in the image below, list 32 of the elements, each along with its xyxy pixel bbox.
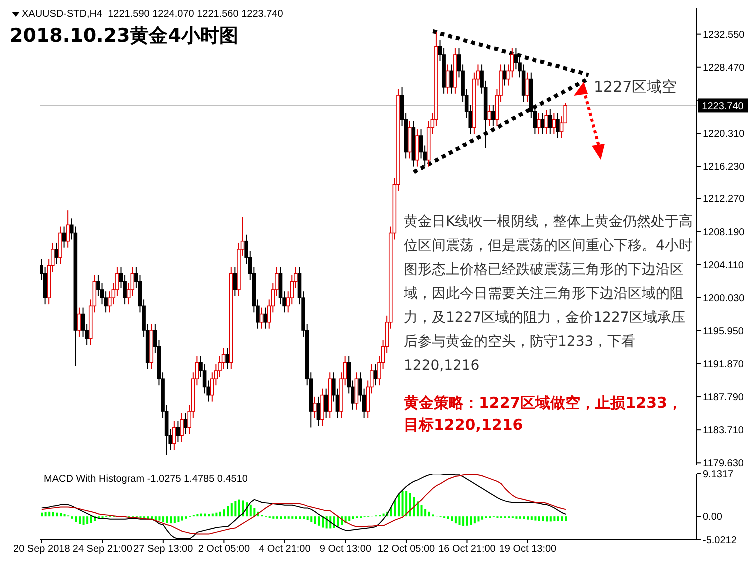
y-tick-label: 1232.550 (703, 30, 746, 41)
x-tick-label: 16 Oct 21:00 (438, 544, 496, 556)
y-tick-label: 1187.790 (703, 392, 744, 404)
y-tick-label: 1191.870 (703, 360, 744, 371)
x-tick-label: 2 Oct 05:00 (198, 544, 250, 556)
x-tick-label: 9 Oct 13:00 (320, 544, 372, 556)
annotation: 黄金策略：1227区域做空，止损1233，目标1220,1216 (404, 393, 684, 436)
chart-subtitle: XAUUSD-STD,H4 1221.590 1224.070 1221.560 1223.740 (22, 9, 284, 20)
annotation: 1227区域空 (594, 78, 678, 97)
y-tick-label: 0.00 (703, 512, 723, 524)
y-tick-label: 1200.030 (703, 293, 746, 304)
x-tick-label: 12 Oct 05:00 (378, 544, 436, 556)
x-tick-label: 4 Oct 21:00 (259, 544, 312, 556)
annotation: 黄金日K线收一根阴线，整体上黄金仍然处于高位区间震荡，但是震荡的区间重心下移。4小时图形态上价格已经跌破震荡三角形的下边沿区域，因此今日需要关注三角形下边沿区域的阻力，及1227区域的阻力，金价1227区域承压后参与黄金的空头，防守1233，下看1220,1216 (404, 213, 694, 376)
y-tick-label: 1195.950 (703, 326, 744, 338)
chart-title: MACD With Histogram -1.0275 1.4785 0.4510 (44, 474, 248, 485)
y-tick-label: 1212.270 (703, 194, 746, 206)
text: 2018.10.23黄金4小时图 (10, 24, 238, 49)
y-tick-label: 1208.190 (703, 227, 746, 238)
y-tick-label: 1179.630 (703, 458, 744, 470)
x-tick-label: 27 Sep 13:00 (134, 544, 194, 556)
y-tick-label: 9.1317 (703, 470, 734, 481)
x-tick-label: 24 Sep 21:00 (72, 544, 133, 556)
x-tick-label: 20 Sep 2018 (14, 544, 71, 556)
y-tick-label: 1228.470 (703, 62, 746, 74)
y-tick-label: 1204.110 (703, 260, 744, 272)
y-tick-label: 1216.230 (703, 162, 746, 174)
ref-line-label: 1223.740 (702, 102, 744, 113)
y-tick-label: 1220.310 (703, 129, 746, 140)
x-tick-label: 19 Oct 13:00 (499, 544, 558, 556)
y-tick-label: 1183.710 (703, 426, 744, 437)
y-tick-label: -5.0212 (703, 536, 738, 547)
